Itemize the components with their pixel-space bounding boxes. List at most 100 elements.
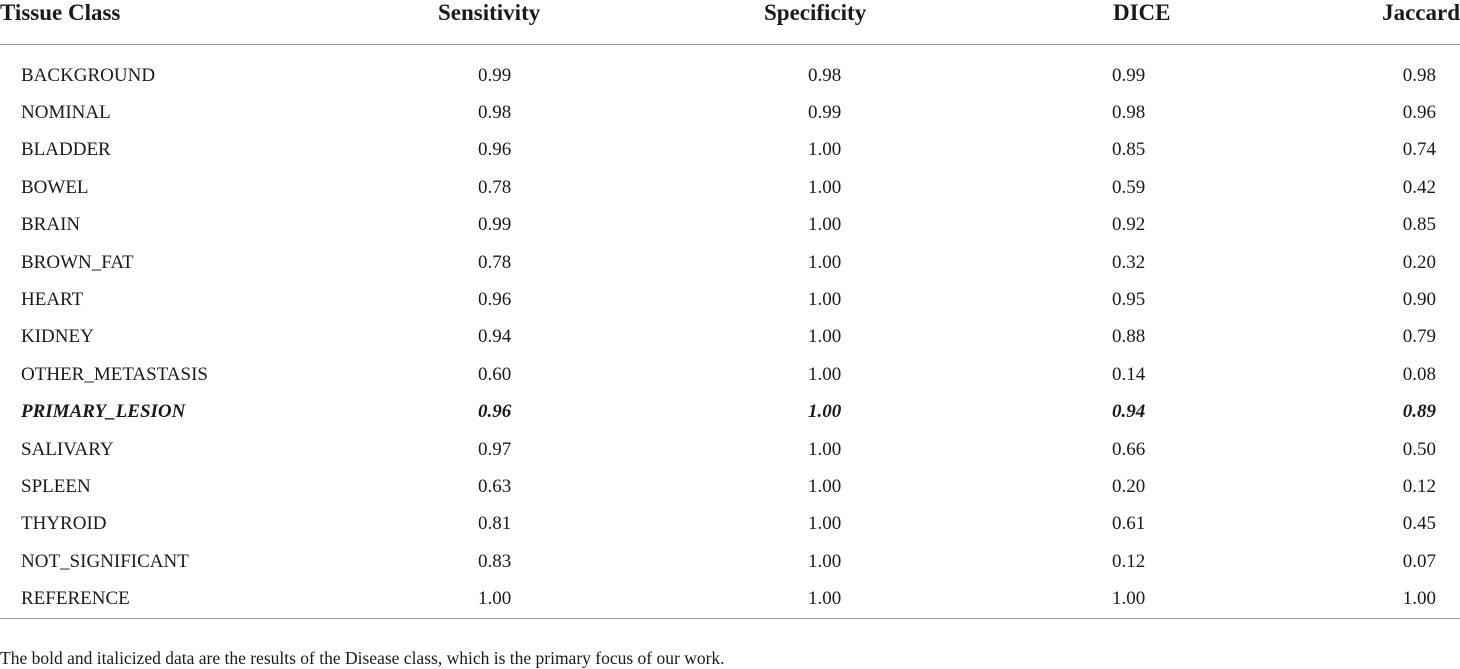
specificity-cell: 1.00 <box>808 475 842 497</box>
specificity-cell: 0.99 <box>808 102 842 124</box>
table-row: BACKGROUND 0.99 0.98 0.99 0.98 <box>0 45 1460 95</box>
jaccard-cell: 0.79 <box>1402 326 1436 348</box>
sensitivity-cell: 0.96 <box>478 139 512 161</box>
dice-cell: 0.94 <box>1112 401 1146 423</box>
table-row: REFERENCE 1.00 1.00 1.00 1.00 <box>0 580 1460 620</box>
tissue-class-cell: BACKGROUND <box>21 64 156 86</box>
jaccard-cell: 1.00 <box>1280 580 1460 620</box>
tissue-class-cell: REFERENCE <box>0 580 380 620</box>
dice-cell: 0.95 <box>1112 289 1146 311</box>
jaccard-cell: 0.90 <box>1402 289 1436 311</box>
results-table-container: Tissue Class Sensitivity Specificity DIC… <box>0 0 1460 620</box>
dice-cell: 0.12 <box>1112 550 1146 572</box>
tissue-class-cell: SPLEEN <box>21 475 91 497</box>
table-header: Tissue Class Sensitivity Specificity DIC… <box>0 0 1460 45</box>
table-row: SALIVARY 0.97 1.00 0.66 0.50 <box>0 431 1460 468</box>
sensitivity-cell: 0.78 <box>478 251 512 273</box>
sensitivity-cell: 0.78 <box>478 176 512 198</box>
tissue-class-cell: NOMINAL <box>21 102 111 124</box>
table-row: OTHER_METASTASIS 0.60 1.00 0.14 0.08 <box>0 356 1460 393</box>
dice-cell: 0.88 <box>1112 326 1146 348</box>
sensitivity-cell: 0.96 <box>478 289 512 311</box>
dice-cell: 0.92 <box>1112 214 1146 236</box>
header-row: Tissue Class Sensitivity Specificity DIC… <box>0 0 1460 45</box>
dice-cell: 0.99 <box>1112 64 1146 86</box>
specificity-cell: 1.00 <box>808 251 842 273</box>
dice-cell: 0.59 <box>1112 176 1146 198</box>
tissue-class-cell: THYROID <box>21 513 107 535</box>
tissue-class-cell: PRIMARY_LESION <box>21 401 186 423</box>
dice-cell: 0.66 <box>1112 438 1146 460</box>
tissue-class-cell: KIDNEY <box>21 326 94 348</box>
tissue-class-cell: SALIVARY <box>21 438 114 460</box>
table-row: NOT_SIGNIFICANT 0.83 1.00 0.12 0.07 <box>0 543 1460 580</box>
sensitivity-cell: 0.99 <box>478 214 512 236</box>
jaccard-cell: 0.12 <box>1402 475 1436 497</box>
jaccard-cell: 0.96 <box>1402 102 1436 124</box>
table-row: BLADDER 0.96 1.00 0.85 0.74 <box>0 132 1460 169</box>
jaccard-cell: 0.89 <box>1402 401 1436 423</box>
table-row: BOWEL 0.78 1.00 0.59 0.42 <box>0 169 1460 206</box>
sensitivity-cell: 0.60 <box>478 363 512 385</box>
jaccard-cell: 0.07 <box>1402 550 1436 572</box>
column-header-sensitivity: Sensitivity <box>380 0 680 45</box>
column-header-tissue-class: Tissue Class <box>0 0 380 45</box>
specificity-cell: 1.00 <box>808 513 842 535</box>
specificity-cell: 1.00 <box>808 214 842 236</box>
sensitivity-cell: 1.00 <box>380 580 680 620</box>
tissue-class-cell: BRAIN <box>21 214 81 236</box>
specificity-cell: 1.00 <box>808 139 842 161</box>
column-header-specificity: Specificity <box>680 0 980 45</box>
specificity-cell: 0.98 <box>808 64 842 86</box>
sensitivity-cell: 0.98 <box>478 102 512 124</box>
jaccard-cell: 0.20 <box>1402 251 1436 273</box>
table-row: BRAIN 0.99 1.00 0.92 0.85 <box>0 207 1460 244</box>
sensitivity-cell: 0.63 <box>478 475 512 497</box>
dice-cell: 1.00 <box>980 580 1280 620</box>
specificity-cell: 1.00 <box>808 289 842 311</box>
dice-cell: 0.61 <box>1112 513 1146 535</box>
table-row: KIDNEY 0.94 1.00 0.88 0.79 <box>0 319 1460 356</box>
dice-cell: 0.20 <box>1112 475 1146 497</box>
tissue-class-cell: BLADDER <box>21 139 111 161</box>
specificity-cell: 1.00 <box>808 363 842 385</box>
specificity-cell: 1.00 <box>680 580 980 620</box>
sensitivity-cell: 0.81 <box>478 513 512 535</box>
jaccard-cell: 0.42 <box>1402 176 1436 198</box>
column-header-dice: DICE <box>980 0 1280 45</box>
specificity-cell: 1.00 <box>808 438 842 460</box>
sensitivity-cell: 0.99 <box>478 64 512 86</box>
table-footnote: The bold and italicized data are the res… <box>0 648 725 668</box>
table-row: SPLEEN 0.63 1.00 0.20 0.12 <box>0 468 1460 505</box>
sensitivity-cell: 0.96 <box>478 401 512 423</box>
table-body: BACKGROUND 0.99 0.98 0.99 0.98 NOMINAL 0.98 0.9… <box>0 45 1460 620</box>
jaccard-cell: 0.98 <box>1402 64 1436 86</box>
specificity-cell: 1.00 <box>808 401 842 423</box>
table-row: BROWN_FAT 0.78 1.00 0.32 0.20 <box>0 244 1460 281</box>
tissue-class-cell: BROWN_FAT <box>21 251 134 273</box>
table-row: THYROID 0.81 1.00 0.61 0.45 <box>0 506 1460 543</box>
table-row: NOMINAL 0.98 0.99 0.98 0.96 <box>0 94 1460 131</box>
specificity-cell: 1.00 <box>808 550 842 572</box>
jaccard-cell: 0.45 <box>1402 513 1436 535</box>
dice-cell: 0.32 <box>1112 251 1146 273</box>
tissue-class-cell: OTHER_METASTASIS <box>21 363 208 385</box>
jaccard-cell: 0.50 <box>1402 438 1436 460</box>
specificity-cell: 1.00 <box>808 176 842 198</box>
specificity-cell: 1.00 <box>808 326 842 348</box>
tissue-class-cell: NOT_SIGNIFICANT <box>21 550 189 572</box>
sensitivity-cell: 0.97 <box>478 438 512 460</box>
jaccard-cell: 0.08 <box>1402 363 1436 385</box>
results-table: Tissue Class Sensitivity Specificity DIC… <box>0 0 1460 620</box>
jaccard-cell: 0.85 <box>1402 214 1436 236</box>
sensitivity-cell: 0.94 <box>478 326 512 348</box>
dice-cell: 0.14 <box>1112 363 1146 385</box>
table-row: HEART 0.96 1.00 0.95 0.90 <box>0 281 1460 318</box>
dice-cell: 0.98 <box>1112 102 1146 124</box>
sensitivity-cell: 0.83 <box>478 550 512 572</box>
tissue-class-cell: HEART <box>21 289 84 311</box>
table-row: PRIMARY_LESION 0.96 1.00 0.94 0.89 <box>0 394 1460 431</box>
tissue-class-cell: BOWEL <box>21 176 89 198</box>
column-header-jaccard: Jaccard <box>1280 0 1460 45</box>
jaccard-cell: 0.74 <box>1402 139 1436 161</box>
